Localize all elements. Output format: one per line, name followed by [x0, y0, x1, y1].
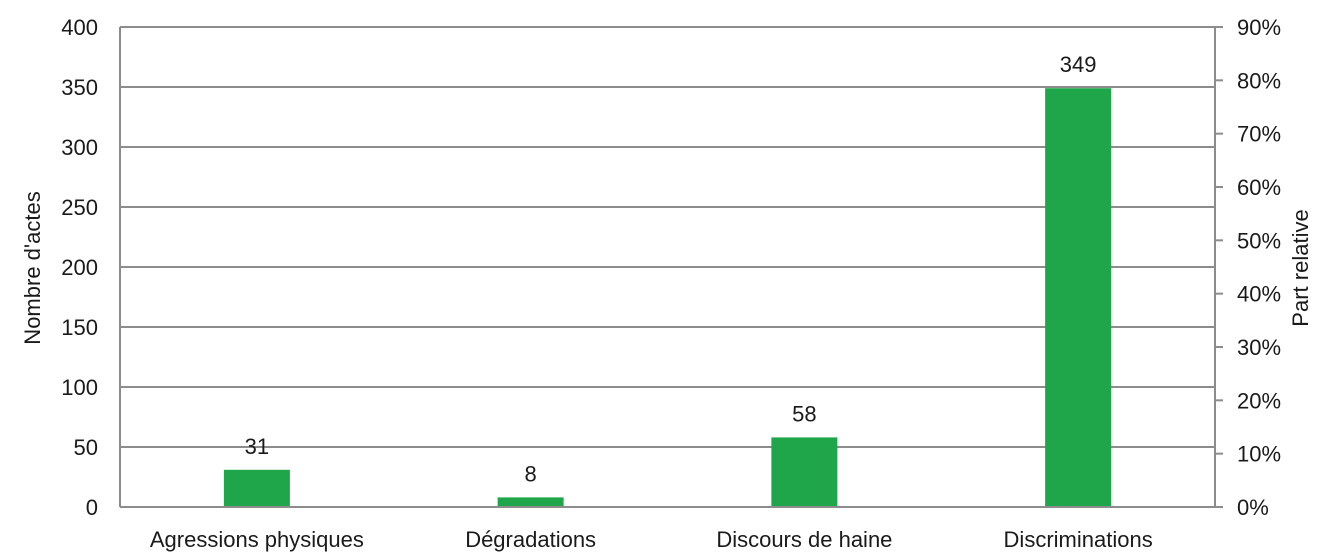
y2-tick-label: 40% [1237, 282, 1281, 307]
bars [223, 88, 1112, 507]
data-label: 31 [245, 434, 269, 459]
data-label: 8 [525, 461, 537, 486]
x-category-label: Dégradations [465, 527, 596, 552]
y2-tick-label: 30% [1237, 335, 1281, 360]
x-category-label: Agressions physiques [150, 527, 364, 552]
y-tick-label: 400 [61, 15, 98, 40]
y2-axis-title: Part relative [1288, 209, 1313, 326]
category-labels: Agressions physiques Dégradations Discours… [150, 527, 1153, 552]
y-tick-label: 350 [61, 75, 98, 100]
bar [771, 437, 838, 507]
y2-tick-label: 10% [1237, 442, 1281, 467]
y2-tick-label: 20% [1237, 388, 1281, 413]
right-axis-ticks: 0% 10% 20% 30% 40% 50% 60% 70% 80% 90% [1215, 15, 1281, 520]
y-axis-title: Nombre d'actes [20, 191, 45, 344]
y2-tick-label: 80% [1237, 68, 1281, 93]
y2-tick-label: 70% [1237, 122, 1281, 147]
left-axis-ticks: 0 50 100 150 200 250 300 350 400 [61, 15, 98, 520]
y2-tick-label: 90% [1237, 15, 1281, 40]
bar [497, 497, 564, 507]
gridlines [120, 26, 1215, 448]
y-tick-label: 50 [74, 435, 98, 460]
y2-tick-label: 50% [1237, 228, 1281, 253]
y2-tick-label: 60% [1237, 175, 1281, 200]
data-label: 349 [1060, 52, 1097, 77]
axes [119, 27, 1216, 508]
bar [1045, 88, 1112, 507]
bar [223, 469, 290, 507]
y2-tick-label: 0% [1237, 495, 1269, 520]
x-category-label: Discours de haine [716, 527, 892, 552]
data-labels: 31 8 58 349 [245, 52, 1097, 486]
y-tick-label: 300 [61, 135, 98, 160]
y-tick-label: 0 [86, 495, 98, 520]
y-tick-label: 200 [61, 255, 98, 280]
data-label: 58 [792, 401, 816, 426]
y-tick-label: 250 [61, 195, 98, 220]
x-category-label: Discriminations [1004, 527, 1153, 552]
y-tick-label: 100 [61, 375, 98, 400]
y-tick-label: 150 [61, 315, 98, 340]
